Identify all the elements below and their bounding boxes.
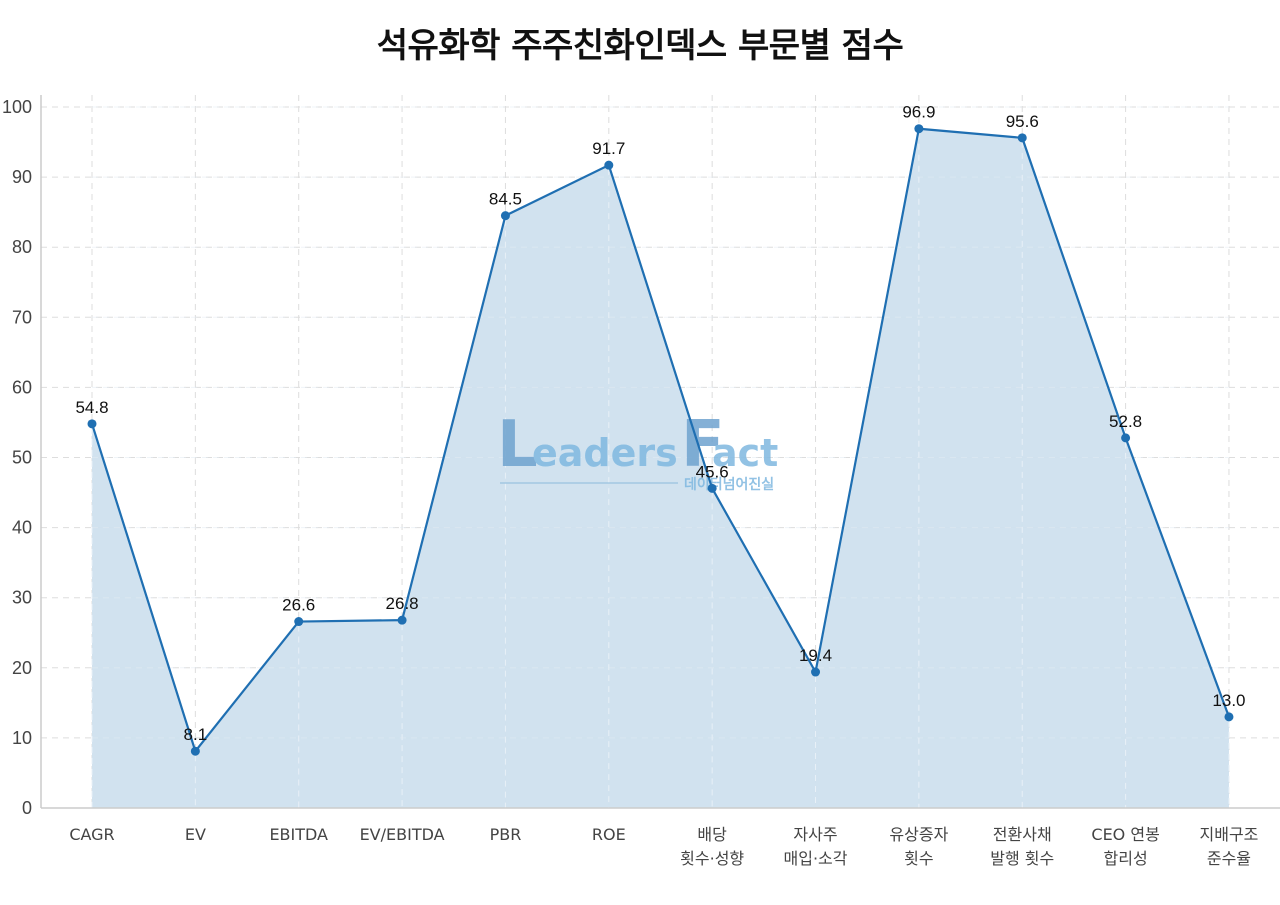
x-tick-label: EBITDA	[269, 825, 328, 844]
x-tick-label: EV	[185, 825, 206, 844]
x-tick-label: CEO 연봉	[1091, 825, 1159, 844]
data-point[interactable]	[500, 211, 510, 221]
data-point[interactable]	[397, 615, 407, 625]
watermark-L: L	[497, 408, 538, 482]
y-tick-label: 100	[2, 97, 32, 117]
data-label: 45.6	[696, 462, 729, 481]
y-tick-label: 30	[12, 588, 32, 608]
x-tick-label: ROE	[592, 825, 626, 844]
data-label: 95.6	[1006, 112, 1039, 131]
x-tick-label: 지배구조	[1200, 825, 1259, 844]
data-point[interactable]	[811, 667, 821, 677]
data-point[interactable]	[914, 124, 924, 134]
data-label: 26.8	[386, 594, 419, 613]
x-tick-label: 매입·소각	[784, 849, 848, 868]
data-label: 96.9	[902, 103, 935, 122]
y-tick-label: 20	[12, 658, 32, 678]
x-tick-label: 배당	[697, 825, 727, 844]
x-tick-label: 자사주	[793, 825, 837, 844]
data-point[interactable]	[294, 617, 304, 627]
data-point[interactable]	[707, 483, 717, 493]
y-tick-label: 60	[12, 377, 32, 397]
data-label: 13.0	[1212, 691, 1245, 710]
x-tick-label: 준수율	[1207, 849, 1251, 868]
area-fill	[92, 128, 1229, 808]
data-point[interactable]	[1017, 133, 1027, 143]
data-point[interactable]	[1121, 433, 1131, 443]
data-label: 52.8	[1109, 412, 1142, 431]
data-point[interactable]	[190, 746, 200, 756]
data-point[interactable]	[604, 160, 614, 170]
y-tick-label: 70	[12, 307, 32, 327]
data-label: 26.6	[282, 596, 315, 615]
x-tick-label: 횟수	[904, 849, 933, 868]
y-tick-label: 0	[22, 798, 32, 818]
y-tick-label: 90	[12, 167, 32, 187]
x-tick-label: EV/EBITDA	[360, 825, 445, 844]
x-tick-label: 전환사채	[993, 825, 1052, 844]
x-tick-label: 횟수·성향	[680, 849, 744, 868]
watermark-tagline: 데이터넘어진실	[684, 476, 774, 493]
watermark-F: F	[681, 408, 725, 482]
y-tick-label: 10	[12, 728, 32, 748]
x-tick-label: CAGR	[69, 825, 114, 844]
watermark-act: act	[712, 431, 778, 475]
x-tick-label: PBR	[490, 825, 522, 844]
watermark-eaders: eaders	[532, 431, 678, 475]
y-tick-label: 50	[12, 448, 32, 468]
data-line	[90, 127, 1230, 754]
data-label: 54.8	[75, 398, 108, 417]
x-tick-label: 유상증자	[889, 825, 948, 844]
data-label: 91.7	[592, 139, 625, 158]
data-label: 19.4	[799, 646, 832, 665]
chart-title: 석유화학 주주친화인덱스 부문별 점수	[376, 26, 904, 66]
y-tick-label: 40	[12, 518, 32, 538]
data-point[interactable]	[1224, 712, 1234, 722]
x-tick-label: 합리성	[1104, 849, 1148, 868]
data-label: 84.5	[489, 190, 522, 209]
y-tick-label: 80	[12, 237, 32, 257]
x-tick-label: 발행 횟수	[990, 849, 1054, 868]
data-label: 8.1	[184, 725, 208, 744]
data-point[interactable]	[87, 419, 97, 429]
